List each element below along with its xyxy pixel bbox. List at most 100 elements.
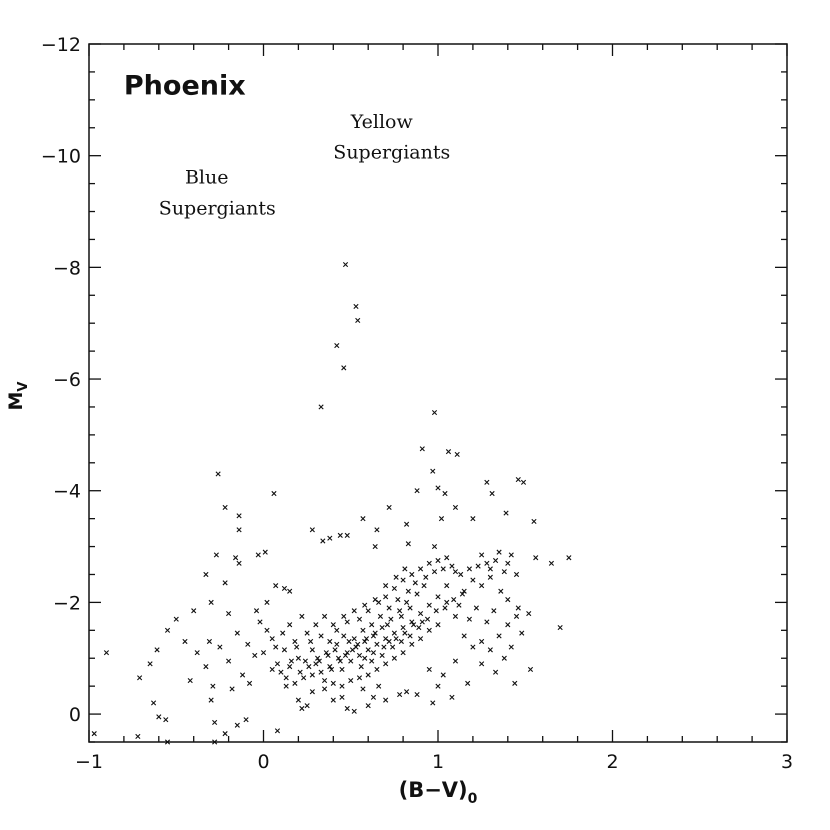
data-point	[407, 605, 413, 611]
data-point	[269, 636, 275, 642]
data-point	[505, 560, 511, 566]
data-point	[374, 527, 380, 533]
data-points	[91, 261, 572, 745]
y-tick-label: −2	[53, 592, 81, 614]
data-point	[442, 605, 448, 611]
y-tick-label: −6	[53, 369, 81, 391]
data-point	[473, 605, 479, 611]
data-point	[318, 633, 324, 639]
data-point	[557, 624, 563, 631]
data-point	[299, 705, 305, 712]
data-point	[417, 636, 424, 642]
data-point	[470, 644, 476, 650]
data-point	[360, 516, 366, 522]
data-point	[404, 521, 410, 527]
data-point	[492, 669, 499, 675]
data-point	[383, 583, 389, 589]
data-point	[321, 677, 328, 684]
data-point	[182, 638, 188, 645]
data-point	[348, 658, 354, 664]
data-point	[295, 697, 301, 703]
data-point	[339, 683, 345, 689]
data-point	[369, 658, 375, 664]
data-point	[173, 616, 179, 622]
data-point	[475, 563, 481, 569]
data-point	[526, 610, 532, 617]
x-tick-label: 3	[781, 751, 793, 773]
x-tick-label: −1	[75, 751, 103, 773]
data-point	[187, 677, 193, 684]
data-point	[520, 479, 527, 485]
axis-ticks	[88, 43, 788, 743]
data-point	[393, 636, 399, 642]
data-point	[426, 560, 432, 566]
data-point	[426, 627, 432, 633]
data-point	[236, 527, 242, 533]
data-point	[328, 666, 335, 672]
data-point	[355, 641, 361, 647]
data-point	[363, 636, 370, 642]
data-point	[255, 552, 261, 558]
data-point	[430, 468, 436, 474]
data-point	[212, 739, 218, 745]
data-point	[397, 608, 403, 614]
data-point	[449, 563, 455, 569]
data-point	[386, 638, 392, 645]
data-point	[445, 449, 452, 455]
data-point	[315, 655, 321, 661]
data-point	[470, 577, 476, 583]
data-point	[505, 622, 511, 628]
data-point	[283, 683, 289, 689]
data-point	[330, 697, 336, 703]
data-point	[313, 661, 319, 667]
data-point	[164, 627, 171, 633]
data-point	[479, 583, 485, 589]
data-point	[466, 566, 472, 572]
data-point	[287, 588, 293, 594]
data-point	[379, 652, 385, 659]
data-point	[372, 543, 378, 550]
data-point	[332, 647, 338, 653]
y-axis-title-main: M	[5, 392, 27, 411]
data-point	[404, 599, 410, 605]
data-point	[335, 655, 342, 661]
data-point	[339, 666, 345, 672]
y-tick-label: −10	[41, 146, 81, 168]
data-point	[374, 641, 380, 647]
data-point	[487, 647, 493, 653]
data-point	[208, 697, 214, 703]
data-point	[355, 317, 361, 323]
data-point	[321, 613, 328, 619]
data-point	[103, 650, 110, 656]
data-point	[479, 661, 485, 667]
data-point	[302, 658, 308, 664]
data-point	[405, 541, 411, 547]
data-point	[252, 652, 258, 659]
data-point	[281, 647, 288, 653]
data-point	[508, 552, 514, 558]
data-point	[505, 597, 511, 603]
data-point	[229, 686, 235, 692]
data-point	[274, 661, 281, 667]
data-point	[320, 538, 326, 544]
data-point	[421, 583, 427, 589]
data-point	[365, 672, 371, 678]
data-point	[566, 555, 572, 561]
data-point	[348, 677, 354, 684]
data-point	[383, 661, 389, 667]
data-point	[409, 619, 415, 625]
data-point	[431, 543, 438, 550]
data-point	[351, 708, 357, 714]
data-point	[449, 694, 455, 700]
data-point	[435, 594, 441, 600]
data-point	[435, 622, 441, 628]
data-point	[342, 652, 349, 659]
data-point	[281, 585, 288, 592]
data-point	[334, 342, 340, 349]
x-tick-label: 2	[606, 751, 618, 773]
data-point	[206, 638, 212, 645]
data-point	[297, 669, 303, 675]
data-point	[381, 644, 387, 650]
data-point	[508, 644, 514, 650]
data-point	[330, 622, 336, 628]
